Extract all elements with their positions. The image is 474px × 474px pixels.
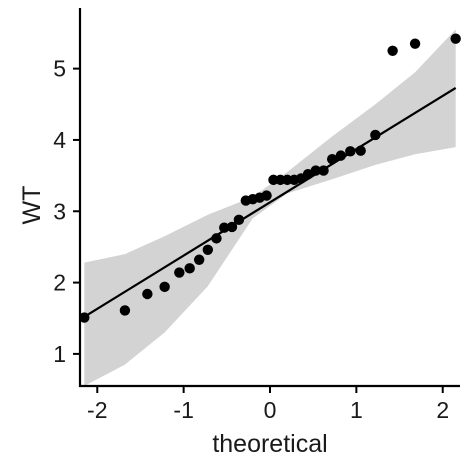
data-point	[387, 45, 398, 56]
data-point	[233, 214, 245, 226]
data-point	[261, 190, 272, 201]
data-point	[202, 244, 214, 255]
y-tick-label: 1	[53, 341, 66, 367]
data-points-layer	[79, 33, 461, 323]
data-point	[326, 154, 338, 165]
data-point	[355, 145, 366, 156]
data-point	[450, 33, 461, 44]
data-point	[174, 267, 185, 278]
data-point	[193, 254, 205, 265]
reference-line	[83, 86, 457, 318]
x-tick-label: -1	[173, 397, 193, 423]
data-point	[318, 165, 329, 176]
y-tick-label: 4	[53, 127, 66, 153]
confidence-band-layer	[84, 29, 456, 387]
data-point	[310, 165, 321, 176]
data-point	[211, 233, 222, 244]
x-tick-label: 1	[350, 397, 363, 423]
data-point	[302, 168, 314, 180]
data-point	[370, 129, 381, 141]
axes: -2 -1 0 1 2 1 2 3 4 5	[53, 8, 460, 423]
y-tick-label: 2	[53, 270, 66, 296]
confidence-band	[84, 29, 456, 387]
x-tick-label: 2	[436, 397, 449, 423]
x-tick-label: 0	[264, 397, 277, 423]
data-point	[119, 305, 131, 316]
y-tick-label: 3	[53, 198, 66, 224]
data-point	[219, 222, 230, 233]
data-point	[184, 263, 195, 274]
data-point	[226, 221, 238, 233]
x-axis-title: theoretical	[212, 430, 327, 458]
data-point	[335, 150, 347, 161]
reference-line-layer	[83, 86, 457, 318]
data-point	[159, 281, 170, 293]
data-point	[409, 38, 421, 49]
data-point	[142, 288, 153, 300]
x-tick-label: -2	[87, 397, 107, 423]
y-axis-title: WT	[18, 186, 46, 225]
data-point	[345, 146, 356, 157]
y-tick-label: 5	[53, 56, 66, 82]
data-point	[79, 312, 90, 323]
